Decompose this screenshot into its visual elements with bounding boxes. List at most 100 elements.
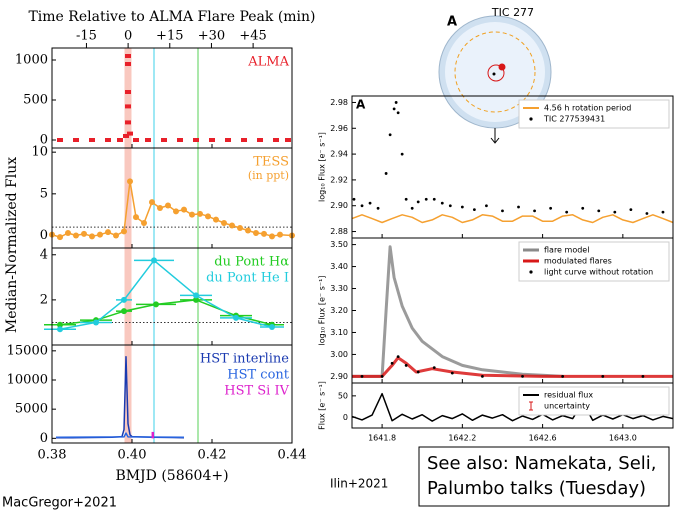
data-point — [253, 230, 259, 236]
y-tick-label: 3.00 — [330, 350, 348, 359]
data-point — [81, 230, 87, 237]
y-tick-label: 3.30 — [330, 284, 348, 293]
annotation: (in ppt) — [248, 169, 289, 182]
legend-box — [518, 241, 670, 282]
data-point — [121, 228, 127, 235]
data-point — [57, 234, 63, 241]
legend-label: ALMA — [247, 55, 289, 70]
x-tick-label: 1642.2 — [448, 434, 476, 443]
series-line — [55, 432, 185, 438]
panel-frame — [351, 382, 674, 429]
inset-center — [492, 72, 496, 76]
data-point — [73, 232, 79, 239]
data-point — [173, 208, 179, 215]
y-tick-label: 2 — [40, 292, 48, 307]
data-point — [565, 210, 569, 214]
y-tick-label: 0 — [40, 133, 48, 148]
x-tick-label: 0.42 — [198, 448, 227, 463]
data-point — [380, 375, 384, 378]
note-line: See also: Namekata, Seli, — [427, 453, 657, 474]
data-point — [432, 197, 436, 201]
data-dash — [225, 138, 231, 142]
inset-spot — [498, 63, 506, 71]
y-tick-label: 2.96 — [330, 124, 348, 133]
data-point — [416, 370, 420, 374]
data-point — [472, 208, 476, 212]
data-dash — [105, 138, 111, 142]
legend-label: flare model — [544, 246, 589, 255]
data-point — [404, 364, 408, 367]
y-tick-label: 0 — [343, 413, 348, 422]
data-dash — [117, 138, 123, 142]
inset-title: TIC 277 — [491, 6, 534, 19]
y-tick-label: 2.88 — [330, 227, 348, 236]
data-point — [57, 321, 63, 328]
data-point — [113, 232, 119, 239]
data-point — [360, 375, 364, 378]
data-point — [400, 152, 404, 156]
legend-label: HST interline — [200, 352, 289, 367]
data-point — [153, 301, 159, 308]
data-dash — [125, 62, 131, 66]
x2-tick-label: +15 — [156, 29, 183, 44]
data-point — [521, 375, 524, 378]
data-point — [549, 206, 553, 210]
data-point — [460, 205, 464, 209]
y-axis-label: Median-Normalized Flux — [4, 157, 20, 333]
data-point — [65, 230, 71, 236]
data-point — [149, 199, 155, 206]
y-tick-label: 0 — [40, 431, 48, 446]
data-point — [481, 375, 484, 378]
series-line — [351, 214, 674, 224]
data-point — [121, 308, 127, 315]
data-dash — [145, 138, 151, 142]
data-point — [645, 212, 649, 215]
legend-label: HST Si IV — [224, 384, 289, 399]
data-point — [181, 206, 187, 213]
data-dash — [241, 138, 247, 142]
credit: Ilin+2021 — [330, 477, 388, 491]
data-dash — [161, 138, 167, 142]
data-point — [213, 216, 219, 223]
data-point — [517, 205, 520, 209]
legend-box — [518, 386, 670, 416]
panel-label: A — [356, 98, 366, 112]
y-tick-label: 2.98 — [330, 98, 348, 107]
data-point — [157, 205, 163, 211]
inset-arrow — [490, 128, 500, 144]
data-dash — [133, 138, 139, 142]
data-point — [641, 375, 645, 378]
data-point — [450, 371, 454, 375]
data-point — [485, 204, 488, 208]
y-tick-label: 10 — [31, 145, 48, 160]
data-point — [448, 204, 452, 208]
legend-label: HST cont — [227, 368, 290, 383]
data-point — [432, 366, 436, 370]
data-point — [410, 206, 414, 210]
legend-label: uncertainty — [544, 402, 590, 411]
y-axis-label: Flux [e⁻ s⁻¹] — [318, 381, 327, 430]
y-tick-label: 3.50 — [330, 240, 348, 249]
data-point — [261, 230, 267, 237]
legend-label: TESS — [253, 155, 289, 170]
legend-swatch — [529, 270, 533, 274]
data-point — [269, 233, 275, 240]
data-point — [394, 101, 398, 104]
note-box: See also: Namekata, Seli, Palumbo talks … — [418, 446, 670, 507]
y-tick-label: 15000 — [7, 343, 48, 358]
data-point — [352, 197, 356, 201]
x-tick-label: 0.44 — [278, 448, 307, 463]
note-frame — [418, 446, 670, 507]
x2-tick-label: 0 — [124, 29, 132, 44]
y-tick-label: 3.10 — [330, 328, 348, 337]
legend-label: du Pont Hα — [214, 255, 289, 270]
legend-label: 4.56 h rotation period — [544, 104, 631, 113]
data-point — [501, 209, 504, 213]
x2-tick-label: +45 — [239, 29, 266, 44]
data-point — [392, 107, 396, 111]
series-line — [352, 356, 673, 378]
y-axis-label: log₁₀ Flux [e⁻ s⁻¹] — [318, 132, 327, 202]
data-point — [277, 231, 283, 238]
data-point — [597, 209, 601, 213]
inset-orbit — [454, 31, 536, 113]
